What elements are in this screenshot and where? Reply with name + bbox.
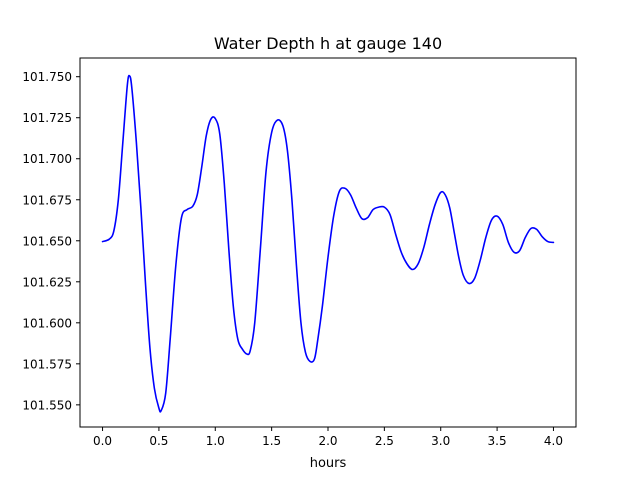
- x-tick-label: 2.0: [318, 434, 337, 448]
- x-tick-label: 3.0: [431, 434, 450, 448]
- y-tick-label: 101.650: [22, 234, 72, 248]
- y-tick-label: 101.700: [22, 152, 72, 166]
- y-tick-label: 101.725: [22, 111, 72, 125]
- x-axis: 0.0 0.5 1.0 1.5 2.0 2.5 3.0 3.5 4.0: [93, 427, 563, 448]
- x-tick-label: 1.5: [262, 434, 281, 448]
- series-layer: [101, 74, 555, 413]
- y-tick-label: 101.625: [22, 275, 72, 289]
- x-axis-label: hours: [310, 456, 347, 471]
- y-tick-label: 101.750: [22, 70, 72, 84]
- series-line: [101, 74, 555, 413]
- plot-area: [80, 58, 576, 427]
- y-tick-label: 101.600: [22, 316, 72, 330]
- x-tick-label: 3.5: [488, 434, 507, 448]
- chart-title: Water Depth h at gauge 140: [214, 34, 442, 53]
- x-tick-label: 0.5: [149, 434, 168, 448]
- y-axis: 101.550 101.575 101.600 101.625 101.650 101.6…: [22, 70, 80, 412]
- x-tick-label: 1.0: [206, 434, 225, 448]
- x-tick-label: 4.0: [544, 434, 563, 448]
- x-tick-label: 2.5: [375, 434, 394, 448]
- y-tick-label: 101.550: [22, 398, 72, 412]
- y-tick-label: 101.575: [22, 357, 72, 371]
- x-tick-label: 0.0: [93, 434, 112, 448]
- y-tick-label: 101.675: [22, 193, 72, 207]
